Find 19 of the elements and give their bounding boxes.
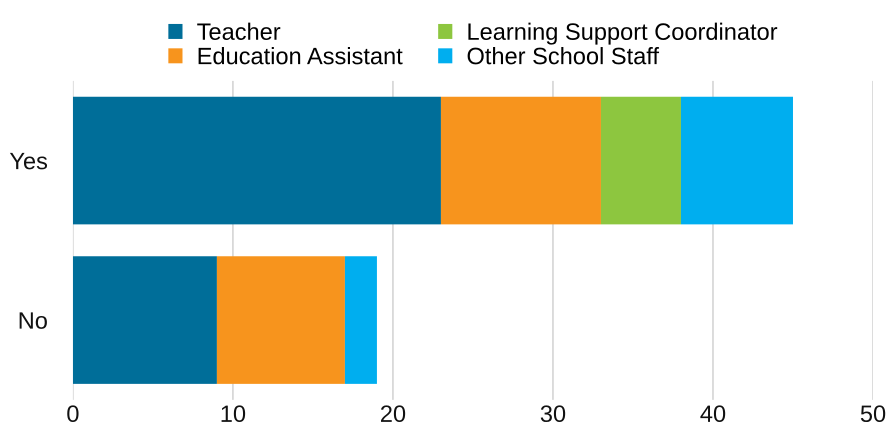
x-tick-label: 10 (222, 405, 246, 422)
bar (680, 96, 793, 224)
legend-label: Education Assistant (198, 47, 403, 64)
bar (72, 256, 217, 384)
x-tick-label: 30 (540, 405, 566, 422)
x-tick-label: 0 (67, 405, 79, 422)
bar (440, 96, 601, 224)
legend-label: Teacher (197, 22, 280, 40)
x-tick-label: 40 (700, 405, 726, 422)
legend-label: Learning Support Coordinator (468, 22, 778, 45)
bar (600, 96, 681, 224)
x-tick-label: 20 (380, 405, 406, 422)
y-tick-label: No (20, 312, 47, 329)
y-tick-label: Yes (10, 152, 48, 170)
bar (344, 256, 377, 384)
x-tick-label: 50 (860, 405, 886, 422)
bar (72, 96, 441, 224)
bar (216, 256, 345, 384)
legend-label: Other School Staff (468, 47, 660, 64)
